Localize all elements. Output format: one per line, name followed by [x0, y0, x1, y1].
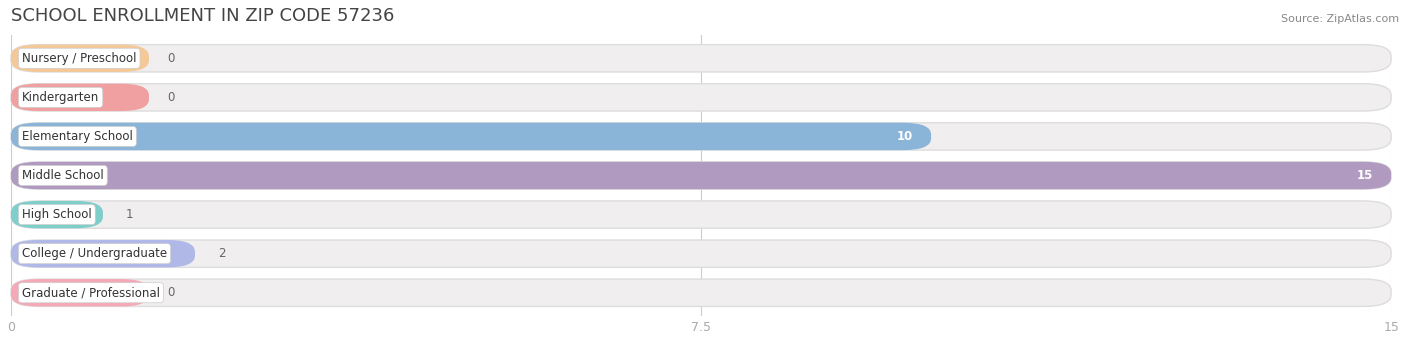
- Text: 0: 0: [167, 286, 174, 299]
- FancyBboxPatch shape: [11, 201, 103, 228]
- FancyBboxPatch shape: [11, 201, 1391, 228]
- FancyBboxPatch shape: [11, 123, 931, 150]
- Text: Source: ZipAtlas.com: Source: ZipAtlas.com: [1281, 14, 1399, 24]
- Text: 1: 1: [127, 208, 134, 221]
- FancyBboxPatch shape: [11, 45, 149, 72]
- Text: 2: 2: [218, 247, 225, 260]
- Text: Kindergarten: Kindergarten: [22, 91, 100, 104]
- FancyBboxPatch shape: [11, 84, 1391, 111]
- Text: Middle School: Middle School: [22, 169, 104, 182]
- Text: 0: 0: [167, 91, 174, 104]
- FancyBboxPatch shape: [11, 162, 1391, 189]
- Text: 10: 10: [897, 130, 912, 143]
- FancyBboxPatch shape: [11, 240, 1391, 267]
- FancyBboxPatch shape: [11, 123, 1391, 150]
- FancyBboxPatch shape: [11, 240, 195, 267]
- Text: Elementary School: Elementary School: [22, 130, 132, 143]
- Text: 0: 0: [167, 52, 174, 65]
- Text: 15: 15: [1357, 169, 1372, 182]
- Text: SCHOOL ENROLLMENT IN ZIP CODE 57236: SCHOOL ENROLLMENT IN ZIP CODE 57236: [11, 7, 394, 25]
- FancyBboxPatch shape: [11, 45, 1391, 72]
- FancyBboxPatch shape: [11, 279, 149, 307]
- FancyBboxPatch shape: [11, 279, 1391, 307]
- FancyBboxPatch shape: [11, 162, 1391, 189]
- Text: Nursery / Preschool: Nursery / Preschool: [22, 52, 136, 65]
- Text: High School: High School: [22, 208, 91, 221]
- FancyBboxPatch shape: [11, 84, 149, 111]
- Text: College / Undergraduate: College / Undergraduate: [22, 247, 167, 260]
- Text: Graduate / Professional: Graduate / Professional: [22, 286, 160, 299]
